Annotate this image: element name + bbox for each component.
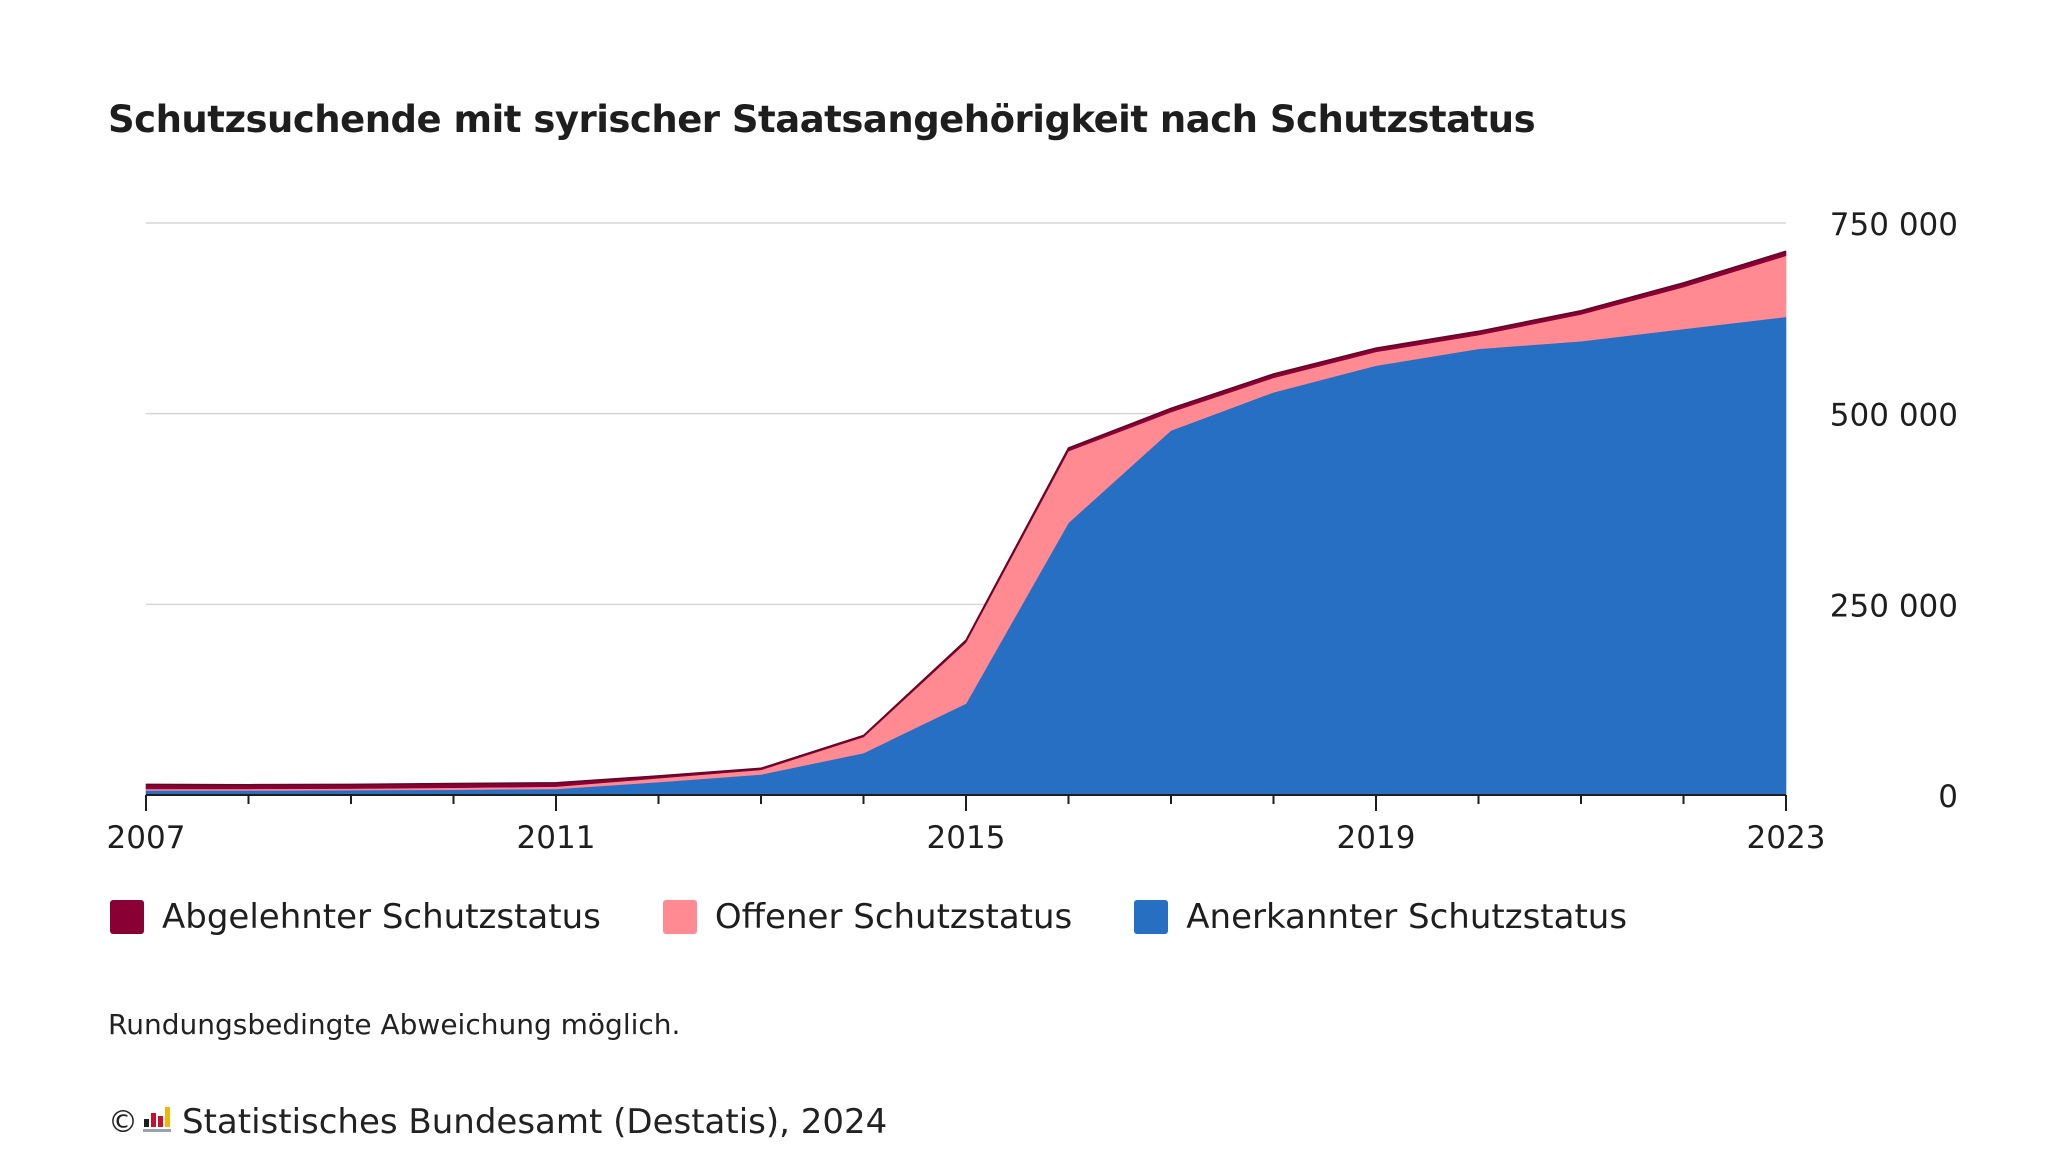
legend-swatch (1134, 900, 1169, 934)
legend-item-anerkannter-schutzstatus: Anerkannter Schutzstatus (1134, 897, 1627, 937)
x-tick-label: 2011 (517, 820, 596, 856)
x-tick-label: 2023 (1747, 820, 1826, 856)
legend: Abgelehnter Schutzstatus Offener Schutzst… (110, 897, 1689, 937)
rounding-note: Rundungsbedingte Abweichung möglich. (108, 1008, 681, 1041)
y-tick-label: 250 000 (1830, 588, 1958, 624)
area-anerkannter-schutzstatus (145, 316, 1787, 796)
stack-top-line (145, 250, 1787, 786)
legend-item-offener-schutzstatus: Offener Schutzstatus (662, 897, 1073, 937)
destatis-bar-logo-icon (142, 1102, 172, 1142)
x-tick-label: 2015 (927, 820, 1006, 856)
area-series (145, 250, 1787, 796)
copyright-symbol: © (108, 1104, 138, 1140)
y-tick-label: 500 000 (1830, 398, 1958, 434)
y-axis: 0 250 000 500 000 750 000 (1830, 207, 1958, 815)
chart-title: Schutzsuchende mit syrischer Staatsangeh… (108, 98, 1536, 141)
x-tick-label: 2007 (107, 820, 186, 856)
y-tick-label: 750 000 (1830, 207, 1958, 243)
area-chart: 2007 2011 2015 2019 2023 0 250 000 500 000 750 … (107, 207, 1958, 856)
footer: © Statistisches Bundesamt (Destatis), 20… (108, 1102, 887, 1142)
legend-label: Abgelehnter Schutzstatus (162, 897, 601, 937)
x-tick-label: 2019 (1337, 820, 1416, 856)
legend-label: Anerkannter Schutzstatus (1186, 897, 1628, 937)
source-text: Statistisches Bundesamt (Destatis), 2024 (182, 1102, 888, 1142)
x-axis: 2007 2011 2015 2019 2023 (107, 794, 1826, 856)
legend-swatch (662, 900, 697, 934)
legend-item-abgelehnter-schutzstatus: Abgelehnter Schutzstatus (110, 897, 601, 937)
legend-swatch (110, 900, 144, 934)
legend-label: Offener Schutzstatus (714, 897, 1073, 937)
y-tick-label: 0 (1938, 779, 1958, 815)
